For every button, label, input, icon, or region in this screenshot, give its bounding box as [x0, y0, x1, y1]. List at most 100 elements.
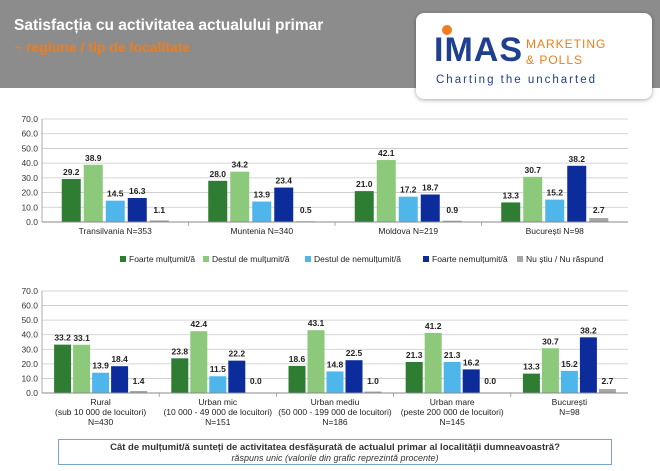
survey-note: răspuns unic (valorile din grafic reprez…: [231, 453, 439, 463]
logo-line-1: MARKETING: [526, 37, 607, 51]
region-bar: [230, 171, 250, 222]
locality-category-label: N=186: [322, 417, 348, 427]
legend-swatch: [517, 256, 523, 262]
legend-label: Nu știu / Nu răspund: [526, 254, 604, 264]
locality-category-label: (peste 200 000 de locuitori): [401, 407, 504, 417]
region-category-label: Transilvania N=353: [79, 226, 152, 236]
region-bar: [567, 165, 587, 222]
locality-bar: [307, 330, 325, 393]
locality-bar: [228, 360, 246, 393]
locality-data-label: 2.7: [601, 376, 613, 386]
legend-label: Foarte nemulțumit/ă: [432, 254, 508, 264]
region-data-label: 28.0: [209, 169, 226, 179]
region-bar: [252, 201, 272, 222]
region-y-tick-label: 60.0: [21, 129, 38, 139]
locality-bar: [54, 344, 72, 393]
region-bar: [208, 180, 228, 222]
logo-dot-icon: [442, 25, 452, 35]
locality-data-label: 22.5: [346, 348, 363, 358]
locality-data-label: 1.0: [367, 376, 379, 386]
locality-data-label: 23.8: [172, 346, 189, 356]
region-bar: [105, 200, 125, 222]
page-subtitle: ~ regiune / tip de localitate: [14, 39, 191, 55]
locality-bar: [462, 369, 480, 393]
region-bar: [61, 179, 81, 222]
region-category-label: București N=98: [526, 226, 585, 236]
region-bar: [589, 218, 609, 222]
region-data-label: 17.2: [400, 185, 417, 195]
locality-bar: [598, 389, 616, 393]
locality-data-label: 14.8: [327, 359, 344, 369]
region-data-label: 1.1: [153, 205, 165, 215]
region-bar: [149, 220, 169, 222]
locality-bar: [111, 366, 129, 393]
logo-tagline: Charting the uncharted: [436, 74, 597, 86]
locality-category-label: București: [552, 397, 588, 407]
locality-category-label: N=151: [205, 417, 231, 427]
locality-data-label: 1.4: [133, 376, 145, 386]
locality-y-tick-label: 0.0: [26, 388, 38, 398]
locality-y-tick-label: 50.0: [21, 315, 38, 325]
locality-y-tick-label: 40.0: [21, 330, 38, 340]
region-bar: [501, 202, 521, 222]
logo-wordmark: IMAS: [434, 31, 523, 69]
region-bar: [376, 160, 396, 222]
region-data-label: 38.2: [568, 154, 585, 164]
region-bar: [398, 196, 418, 222]
locality-data-label: 38.2: [580, 325, 597, 335]
locality-data-label: 16.2: [463, 357, 480, 367]
locality-category-label: N=98: [559, 407, 580, 417]
locality-data-label: 0.0: [484, 376, 496, 386]
region-data-label: 0.9: [446, 205, 458, 215]
locality-data-label: 18.4: [111, 354, 128, 364]
region-y-tick-label: 20.0: [21, 188, 38, 198]
locality-bar: [541, 348, 559, 393]
locality-bar: [364, 391, 382, 393]
region-category-label: Muntenia N=340: [230, 226, 293, 236]
locality-bar: [190, 331, 208, 393]
locality-data-label: 15.2: [561, 359, 578, 369]
locality-bar: [443, 361, 461, 393]
locality-category-label: (50 000 - 199 000 de locuitori): [278, 407, 392, 417]
region-data-label: 15.2: [546, 188, 563, 198]
locality-data-label: 42.4: [191, 319, 208, 329]
region-data-label: 18.7: [422, 182, 439, 192]
legend-swatch: [120, 256, 126, 262]
locality-category-label: Rural: [90, 397, 110, 407]
region-bar: [127, 198, 147, 222]
legend-swatch: [305, 256, 311, 262]
locality-data-label: 43.1: [308, 318, 325, 328]
locality-data-label: 13.9: [92, 361, 109, 371]
locality-data-label: 33.2: [54, 333, 71, 343]
locality-bar: [424, 332, 442, 393]
locality-data-label: 21.3: [406, 350, 423, 360]
chart-by-locality-type: 0.0 10.0 20.0 30.0 40.0 50.0 60.0 70.0 33.2 33.1 1…: [21, 286, 628, 427]
locality-bar: [326, 371, 344, 393]
locality-data-label: 18.6: [289, 354, 306, 364]
region-y-tick-label: 0.0: [26, 217, 38, 227]
region-data-label: 13.9: [253, 190, 270, 200]
logo-line-2: & POLLS: [526, 53, 584, 67]
region-data-label: 42.1: [378, 148, 395, 158]
locality-data-label: 30.7: [542, 336, 559, 346]
locality-y-tick-label: 10.0: [21, 373, 38, 383]
page-title: Satisfacția cu activitatea actualului pr…: [14, 17, 324, 34]
locality-bar: [171, 358, 189, 393]
locality-y-tick-label: 20.0: [21, 359, 38, 369]
region-data-label: 0.5: [300, 205, 312, 215]
region-bar: [83, 164, 103, 222]
locality-bar: [130, 390, 148, 393]
locality-bar: [209, 376, 227, 393]
legend-label: Destul de nemulțumit/ă: [314, 254, 401, 264]
legend-swatch: [423, 256, 429, 262]
region-data-label: 13.3: [502, 190, 519, 200]
locality-category-label: N=145: [440, 417, 466, 427]
imas-logo: IMAS MARKETING & POLLS Charting the unch…: [416, 13, 652, 99]
locality-y-tick-label: 70.0: [21, 286, 38, 296]
region-y-tick-label: 50.0: [21, 143, 38, 153]
locality-bar: [560, 370, 578, 393]
locality-y-tick-label: 30.0: [21, 344, 38, 354]
region-data-label: 16.3: [129, 186, 146, 196]
locality-data-label: 13.3: [523, 362, 540, 372]
legend-swatch: [203, 256, 209, 262]
